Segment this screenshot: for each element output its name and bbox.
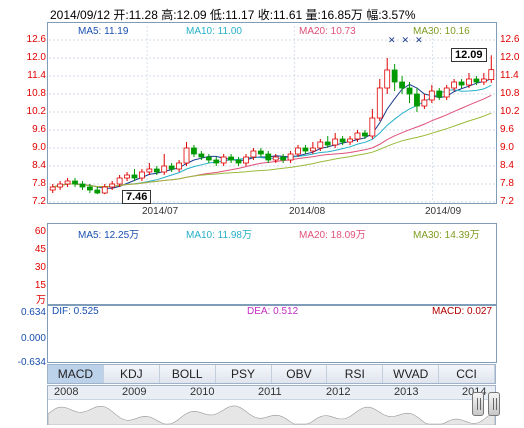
price-tick-left: 8.4 <box>32 160 46 171</box>
tab-cci[interactable]: CCI <box>439 365 495 383</box>
navigator-right-handle[interactable] <box>488 392 500 416</box>
low-price-callout: 7.46 <box>122 190 152 204</box>
price-tick-right: 12.0 <box>500 52 520 63</box>
price-tick-left: 11.4 <box>27 70 46 81</box>
ma30-legend: MA30: 10.16 <box>413 26 470 37</box>
price-tick-left: 9.0 <box>32 142 46 153</box>
ma10-legend: MA10: 11.00 <box>186 26 242 37</box>
price-tick-right: 7.2 <box>500 196 514 207</box>
navigator-year-label: 2012 <box>326 386 351 398</box>
volume-tick: 45 <box>34 244 46 255</box>
vol-ma5-legend: MA5: 12.25万 <box>78 230 140 241</box>
volume-tick: 60 <box>34 226 46 237</box>
tab-kdj[interactable]: KDJ <box>104 365 160 383</box>
x-label-2014-07: 2014/07 <box>142 206 179 217</box>
price-chart-panel[interactable] <box>47 22 497 204</box>
price-tick-left: 7.2 <box>32 196 46 207</box>
dif-legend: DIF: 0.525 <box>52 306 99 317</box>
macd-tick-zero: 0.000 <box>20 333 46 344</box>
navigator-year-label: 2009 <box>122 386 147 398</box>
tab-wvad[interactable]: WVAD <box>383 365 440 383</box>
price-tick-left: 12.6 <box>26 34 46 45</box>
marker-x-icon: ✕ <box>415 35 429 45</box>
marker-x-icon: ✕ <box>401 35 416 45</box>
vol-ma30-legend: MA30: 14.39万 <box>413 230 480 241</box>
navigator-year-bar: 2008200920102011201220132014 <box>48 386 495 400</box>
macd-chart-panel[interactable] <box>47 305 497 363</box>
dea-legend: DEA: 0.512 <box>247 306 299 317</box>
x-label-2014-09: 2014/09 <box>425 206 462 217</box>
macd-legend: MACD: 0.027 <box>432 306 493 317</box>
tab-macd[interactable]: MACD <box>48 365 104 383</box>
navigator-year-label: 2010 <box>190 386 215 398</box>
volume-tick: 30 <box>34 262 46 273</box>
volume-tick: 15 <box>34 280 46 291</box>
tab-boll[interactable]: BOLL <box>160 365 216 383</box>
price-tick-right: 10.8 <box>500 88 520 99</box>
marker-x-icon: ✕ <box>388 35 402 45</box>
navigator-sparkline <box>48 405 495 425</box>
price-tick-right: 10.2 <box>500 106 520 117</box>
price-tick-right: 9.6 <box>500 124 514 135</box>
price-tick-left: 12.0 <box>26 52 46 63</box>
navigator-left-handle[interactable] <box>472 392 484 416</box>
price-tick-left: 10.8 <box>26 88 46 99</box>
navigator-year-label: 2008 <box>54 386 79 398</box>
ma20-legend: MA20: 10.73 <box>299 26 356 37</box>
navigator-year-label: 2011 <box>258 386 282 398</box>
timeline-navigator[interactable]: 2008200920102011201220132014 <box>47 385 496 425</box>
volume-chart-panel[interactable] <box>47 223 497 305</box>
quote-summary: 2014/09/12 开:11.28 高:12.09 低:11.17 收:11.… <box>50 8 416 22</box>
tab-psy[interactable]: PSY <box>216 365 272 383</box>
high-price-callout: 12.09 <box>451 48 487 62</box>
price-tick-right: 9.0 <box>500 142 514 153</box>
macd-tick-top: 0.634 <box>20 307 46 318</box>
tab-obv[interactable]: OBV <box>272 365 328 383</box>
tab-rsi[interactable]: RSI <box>327 365 384 383</box>
price-tick-left: 7.8 <box>32 178 46 189</box>
marker-icons: ✕✕✕ <box>388 35 429 46</box>
volume-tick: 万 <box>36 295 46 306</box>
indicator-tabs: MACD KDJ BOLL PSY OBV RSI WVAD CCI <box>47 364 496 384</box>
vol-ma10-legend: MA10: 11.98万 <box>186 230 252 241</box>
price-tick-left: 10.2 <box>26 106 46 117</box>
ma5-legend: MA5: 11.19 <box>78 26 129 37</box>
vol-ma20-legend: MA20: 18.09万 <box>299 230 366 241</box>
price-tick-right: 8.4 <box>500 160 514 171</box>
price-tick-right: 7.8 <box>500 178 514 189</box>
x-label-2014-08: 2014/08 <box>289 206 326 217</box>
price-tick-right: 11.4 <box>500 70 519 81</box>
price-tick-left: 9.6 <box>32 124 46 135</box>
macd-tick-bottom: -0.634 <box>17 357 46 368</box>
price-tick-right: 12.6 <box>500 34 520 45</box>
navigator-year-label: 2013 <box>394 386 419 398</box>
